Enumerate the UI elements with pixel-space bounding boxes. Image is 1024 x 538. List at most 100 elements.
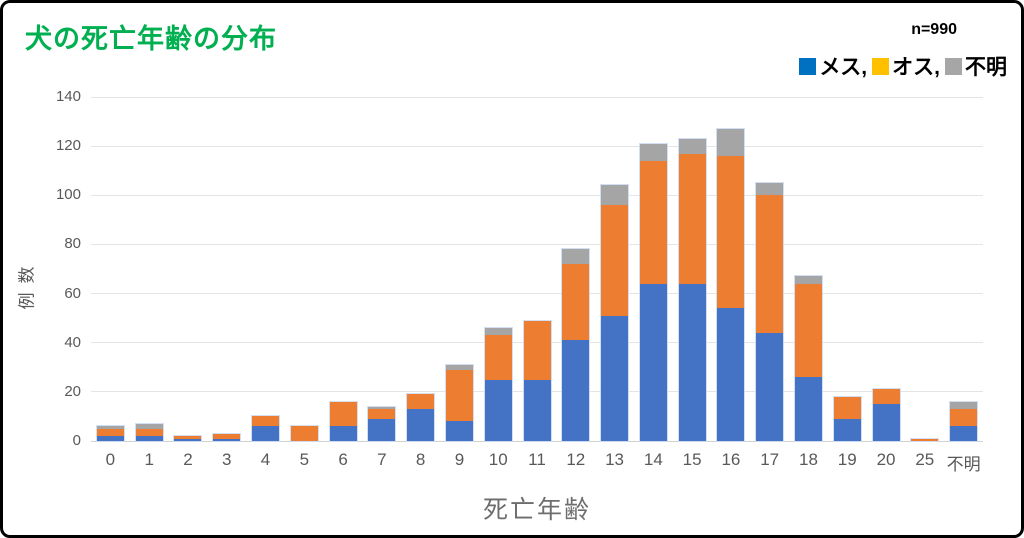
bar-segment-unknown-1 bbox=[135, 423, 163, 429]
bar-segment-unknown-7 bbox=[368, 406, 396, 410]
bar-segment-unknown-不明 bbox=[950, 401, 978, 410]
bar-segment-female-14 bbox=[639, 283, 667, 441]
legend-label-male: オス, bbox=[892, 56, 940, 79]
grid-line-100 bbox=[91, 194, 983, 196]
x-tick-label-25: 25 bbox=[915, 450, 935, 469]
bar-segment-female-8 bbox=[407, 409, 435, 441]
x-tick-label-18: 18 bbox=[799, 450, 818, 469]
bar-segment-unknown-9 bbox=[445, 364, 473, 370]
bar-segment-male-11 bbox=[523, 320, 551, 380]
bar-segment-male-10 bbox=[484, 335, 512, 380]
y-tick-label-140: 140 bbox=[55, 88, 81, 105]
y-tick-label-100: 100 bbox=[55, 186, 81, 204]
bar-column-3 bbox=[213, 433, 241, 441]
y-tick-label-80: 80 bbox=[64, 235, 81, 253]
bar-segment-male-0 bbox=[96, 428, 124, 437]
bar-column-不明 bbox=[950, 401, 978, 441]
x-tick-label-17: 17 bbox=[760, 450, 780, 469]
bar-segment-female-不明 bbox=[950, 426, 978, 441]
bar-segment-male-15 bbox=[678, 153, 706, 284]
bar-segment-female-13 bbox=[601, 315, 629, 441]
bar-segment-female-19 bbox=[833, 418, 861, 441]
x-tick-label-9: 9 bbox=[454, 450, 465, 469]
bar-segment-unknown-0 bbox=[96, 426, 124, 429]
bar-segment-female-12 bbox=[562, 340, 590, 441]
bar-segment-female-4 bbox=[252, 426, 280, 441]
grid-line-80 bbox=[91, 243, 983, 245]
bar-segment-female-10 bbox=[484, 379, 512, 441]
x-tick-label-15: 15 bbox=[682, 450, 702, 469]
bar-segment-female-7 bbox=[368, 418, 396, 441]
bar-segment-female-17 bbox=[756, 332, 784, 441]
bar-segment-female-15 bbox=[678, 283, 706, 441]
y-tick-label-20: 20 bbox=[64, 382, 81, 400]
legend-label-female: メス, bbox=[819, 56, 868, 79]
bar-segment-male-3 bbox=[213, 433, 241, 439]
x-tick-label-13: 13 bbox=[605, 450, 625, 469]
x-tick-label-14: 14 bbox=[643, 450, 663, 469]
x-tick-label-7: 7 bbox=[377, 450, 387, 469]
legend-item-unknown: 不明 bbox=[945, 51, 1007, 81]
legend-swatch-unknown bbox=[945, 57, 962, 75]
bar-segment-female-11 bbox=[523, 379, 551, 441]
bar-segment-female-0 bbox=[96, 436, 124, 441]
bar-segment-male-9 bbox=[445, 369, 473, 422]
x-tick-label-8: 8 bbox=[415, 450, 426, 469]
x-tick-label-20: 20 bbox=[876, 450, 896, 469]
bar-segment-male-7 bbox=[368, 409, 396, 419]
bar-column-1 bbox=[135, 423, 163, 441]
sample-size-label: n=990 bbox=[911, 21, 957, 38]
bar-column-4 bbox=[252, 416, 280, 441]
bar-column-12 bbox=[562, 249, 590, 441]
bar-segment-female-16 bbox=[717, 308, 745, 441]
bar-column-2 bbox=[174, 436, 202, 441]
bar-segment-male-12 bbox=[562, 264, 590, 341]
bar-column-0 bbox=[96, 426, 124, 441]
bar-segment-male-13 bbox=[601, 205, 629, 316]
bar-column-6 bbox=[329, 401, 357, 441]
x-axis-title: 死亡年齢 bbox=[482, 496, 591, 524]
bar-segment-unknown-16 bbox=[717, 128, 745, 156]
bar-column-17 bbox=[756, 183, 784, 441]
bar-column-18 bbox=[794, 276, 822, 441]
bar-segment-male-16 bbox=[717, 155, 745, 309]
bar-segment-female-9 bbox=[445, 421, 473, 441]
x-tick-label-2: 2 bbox=[183, 450, 193, 469]
legend-item-female: メス, bbox=[799, 51, 867, 81]
x-tick-label-12: 12 bbox=[566, 450, 586, 469]
bar-segment-unknown-18 bbox=[794, 276, 822, 284]
bar-segment-male-20 bbox=[872, 389, 900, 405]
x-tick-label-16: 16 bbox=[721, 450, 741, 469]
y-tick-label-40: 40 bbox=[64, 333, 81, 351]
bar-column-9 bbox=[445, 364, 473, 441]
x-tick-label-19: 19 bbox=[837, 450, 857, 469]
x-tick-label-11: 11 bbox=[528, 450, 546, 469]
bar-segment-unknown-10 bbox=[484, 327, 512, 336]
y-tick-label-60: 60 bbox=[64, 284, 81, 302]
bar-segment-unknown-15 bbox=[678, 138, 706, 154]
bar-column-20 bbox=[872, 389, 900, 441]
y-tick-label-0: 0 bbox=[72, 432, 81, 449]
grid-line-140 bbox=[91, 96, 983, 98]
legend-swatch-male bbox=[872, 57, 890, 75]
bar-segment-female-18 bbox=[794, 377, 822, 441]
plot-area bbox=[91, 96, 983, 442]
x-tick-label-不明: 不明 bbox=[946, 455, 981, 474]
bar-segment-male-2 bbox=[174, 436, 202, 439]
x-tick-label-3: 3 bbox=[222, 450, 232, 469]
bar-segment-male-25 bbox=[911, 438, 939, 441]
bar-column-14 bbox=[639, 143, 667, 441]
x-tick-label-4: 4 bbox=[260, 450, 271, 469]
legend-label-unknown: 不明 bbox=[965, 56, 1007, 79]
chart-legend: メス, オス, 不明 bbox=[799, 51, 1007, 81]
legend-item-male: オス, bbox=[872, 51, 940, 81]
bar-segment-unknown-13 bbox=[601, 185, 629, 206]
x-tick-label-1: 1 bbox=[144, 450, 154, 469]
bar-segment-female-6 bbox=[329, 426, 357, 441]
bar-segment-unknown-12 bbox=[562, 249, 590, 265]
bar-segment-male-5 bbox=[290, 426, 318, 441]
bar-segment-unknown-14 bbox=[639, 143, 667, 161]
bar-column-5 bbox=[290, 426, 318, 441]
grid-line-120 bbox=[91, 145, 983, 147]
